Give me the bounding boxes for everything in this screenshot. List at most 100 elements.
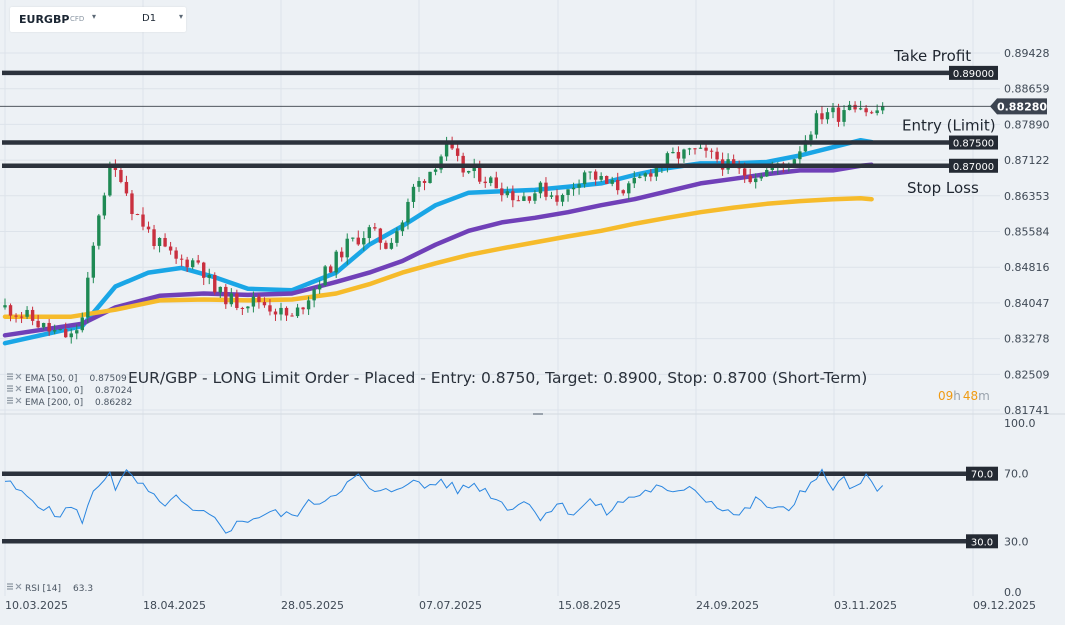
candle-down <box>715 151 719 160</box>
time-tick: 18.04.2025 <box>143 599 206 612</box>
menu-icon[interactable] <box>7 385 13 392</box>
close-icon[interactable] <box>15 385 22 392</box>
rsi-panel: 100.0 70.0 30.0 0.0 70.0 30.0 <box>2 417 1036 599</box>
candle-up <box>522 196 526 201</box>
candle-up <box>638 176 642 178</box>
candle-up <box>814 113 819 135</box>
candle-down <box>869 112 874 114</box>
candle-up <box>582 172 587 185</box>
take-profit-tag <box>949 65 998 80</box>
candle-down <box>235 293 239 308</box>
candle-down <box>179 258 184 260</box>
symbol-label[interactable]: EURGBP <box>19 13 70 26</box>
candle-down <box>141 214 145 227</box>
menu-icon[interactable] <box>7 583 13 590</box>
price-tick: 0.88659 <box>1004 83 1050 96</box>
candle-down <box>676 152 681 159</box>
level-label: Take Profit <box>893 47 971 65</box>
candle-up <box>251 296 256 307</box>
close-icon[interactable] <box>15 397 22 404</box>
candle-down <box>152 229 156 247</box>
candle-up <box>367 227 372 239</box>
candle-down <box>30 309 35 321</box>
menu-icon[interactable] <box>7 373 13 380</box>
rsi-level-value: 30.0 <box>971 537 993 548</box>
candle-up <box>229 293 234 305</box>
time-tick: 09.12.2025 <box>973 599 1036 612</box>
candle-down <box>301 307 305 310</box>
ema-lines <box>2 137 874 346</box>
countdown-minutes-unit: m <box>978 389 990 403</box>
candle-down <box>185 259 189 268</box>
candle-up <box>428 171 432 183</box>
price-tick: 0.89428 <box>1004 47 1050 60</box>
candle-up <box>588 171 592 173</box>
candle-up <box>880 106 885 111</box>
indicator-legend[interactable]: EMA [50, 0] 0.87509 <box>7 373 127 384</box>
menu-icon[interactable] <box>7 397 13 404</box>
close-icon[interactable] <box>15 373 22 380</box>
candle-down <box>731 159 736 167</box>
candle-up <box>439 156 443 170</box>
price-tick: 0.84816 <box>1004 261 1050 274</box>
indicator-legend[interactable]: EMA [200, 0] 0.86282 <box>7 397 132 408</box>
candle-up <box>809 134 813 141</box>
price-tick: 0.81741 <box>1004 404 1050 417</box>
candle-down <box>511 191 515 201</box>
candle-up <box>472 166 476 171</box>
candle-up <box>466 170 471 173</box>
indicator-label: RSI [14] <box>25 584 61 594</box>
timeframe-dropdown-icon[interactable]: ▾ <box>179 12 184 21</box>
rsi-tick: 100.0 <box>1004 417 1036 430</box>
symbol-dropdown-icon[interactable]: ▾ <box>92 12 97 21</box>
candle-down <box>47 322 51 332</box>
level-lines[interactable]: 0.89000 0.87500 0.87000 Take Profit Entry (L… <box>0 47 1047 197</box>
candle-up <box>345 238 349 258</box>
close-icon[interactable] <box>15 583 22 590</box>
candle-up <box>312 289 316 301</box>
price-tick: 0.84047 <box>1004 297 1050 310</box>
candle-up <box>489 177 493 184</box>
indicator-legend[interactable]: RSI [14] 63.3 <box>7 583 93 594</box>
candle-down <box>36 320 40 328</box>
candle-up <box>577 184 581 188</box>
candle-up <box>632 177 636 184</box>
indicator-legend[interactable]: EMA [100, 0] 0.87024 <box>7 385 132 396</box>
indicator-value: 0.87509 <box>90 374 127 384</box>
candle-up <box>3 305 7 308</box>
candle-up <box>792 159 797 166</box>
candle-down <box>649 173 653 177</box>
candle-down <box>616 179 620 191</box>
candle-up <box>86 277 90 318</box>
candle-up <box>102 195 107 216</box>
candle-down <box>290 315 294 317</box>
candle-up <box>858 108 863 110</box>
candle-down <box>820 113 824 120</box>
candle-up <box>157 237 162 247</box>
symbol-toolbar[interactable]: EURGBP CFD ▾ D1 ▾ <box>10 7 186 32</box>
candle-up <box>842 110 846 122</box>
timeframe-label[interactable]: D1 <box>142 13 157 24</box>
price-tick: 0.83278 <box>1004 333 1050 346</box>
countdown-hours: 09 <box>938 389 953 403</box>
time-tick: 15.08.2025 <box>558 599 621 612</box>
countdown: 09h 48m <box>938 389 990 403</box>
candle-down <box>64 329 68 338</box>
candle-up <box>400 222 405 232</box>
current-price-value: 0.88280 <box>997 100 1047 113</box>
candle-up <box>75 330 79 334</box>
current-price-tag <box>990 98 1047 115</box>
candle-up <box>69 333 73 338</box>
candle-up <box>599 176 603 180</box>
candle-up <box>665 153 670 166</box>
candle-up <box>351 237 355 239</box>
price-tick: 0.86353 <box>1004 190 1050 203</box>
countdown-hours-unit: h <box>953 389 961 403</box>
candle-down <box>163 237 167 247</box>
candle-down <box>748 175 752 183</box>
time-tick: 07.07.2025 <box>419 599 482 612</box>
candle-up <box>682 149 686 159</box>
candle-up <box>627 183 631 194</box>
